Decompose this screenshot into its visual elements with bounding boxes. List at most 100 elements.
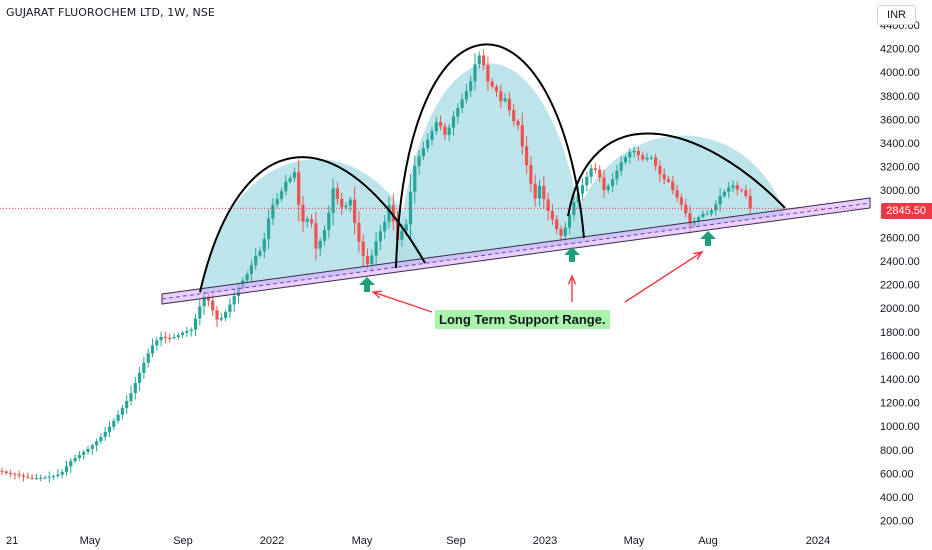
- candle-up: [39, 478, 43, 480]
- candle-down: [486, 65, 490, 82]
- time-axis[interactable]: 21 May Sep 2022 May Sep 2023 May Aug 2024: [6, 535, 830, 547]
- candle-up: [387, 205, 391, 222]
- candle-down: [559, 229, 563, 236]
- x-tick-label: Sep: [446, 535, 466, 547]
- candle-down: [666, 179, 671, 182]
- candle-up: [224, 311, 228, 318]
- candle-down: [357, 222, 361, 242]
- candle-down: [163, 336, 167, 339]
- candle-up: [112, 420, 116, 427]
- x-tick-label: Aug: [698, 535, 718, 547]
- candle-up: [632, 150, 636, 153]
- candle-up: [245, 274, 249, 281]
- candle-up: [228, 304, 232, 312]
- candle-up: [731, 185, 735, 188]
- support-marker-3: [700, 231, 716, 246]
- candle-up: [383, 221, 387, 232]
- candle-down: [391, 205, 395, 222]
- currency-button[interactable]: INR: [877, 5, 916, 25]
- candle-up: [258, 251, 262, 256]
- candle-up: [176, 335, 180, 338]
- candle-up: [348, 199, 352, 206]
- candle-down: [525, 146, 529, 166]
- candle-up: [718, 196, 722, 205]
- candle-down: [340, 198, 344, 208]
- arrow-left: [372, 291, 433, 313]
- candle-up: [120, 408, 124, 415]
- candle-down: [641, 155, 645, 160]
- candle-up: [585, 176, 589, 186]
- price-axis[interactable]: 4400.004200.004000.003800.003600.003400.…: [880, 20, 920, 528]
- candle-down: [662, 174, 666, 180]
- candle-down: [439, 122, 443, 127]
- candle-down: [516, 121, 520, 126]
- candle-up: [400, 231, 404, 240]
- candle-down: [361, 241, 365, 256]
- y-tick-label: 400.00: [880, 492, 914, 504]
- candle-up: [563, 227, 567, 236]
- y-tick-label: 800.00: [880, 445, 914, 457]
- candle-up: [623, 157, 628, 163]
- candle-up: [649, 157, 653, 159]
- candle-down: [555, 219, 559, 230]
- candle-up: [275, 198, 279, 205]
- candle-down: [490, 81, 494, 87]
- candle-up: [193, 318, 198, 330]
- y-tick-label: 1200.00: [880, 398, 920, 410]
- candle-up: [305, 219, 309, 222]
- left-shoulder-outline: [199, 156, 426, 293]
- y-tick-label: 3600.00: [880, 114, 920, 126]
- candle-up: [86, 448, 90, 452]
- x-tick-label: May: [80, 535, 101, 547]
- candle-down: [494, 86, 499, 92]
- y-tick-label: 2200.00: [880, 280, 920, 292]
- support-marker-2: [564, 247, 580, 262]
- candle-down: [499, 91, 503, 102]
- x-tick-label: 21: [6, 535, 18, 547]
- support-marker-1: [359, 277, 375, 292]
- candle-up: [611, 179, 615, 186]
- candle-up: [537, 185, 542, 199]
- candle-up: [589, 168, 593, 177]
- candle-down: [679, 197, 683, 205]
- candle-up: [73, 457, 77, 462]
- candle-down: [550, 210, 554, 220]
- candle-down: [675, 190, 679, 198]
- candle-up: [580, 185, 585, 194]
- candle-up: [447, 127, 451, 135]
- chart-title: GUJARAT FLUOROCHEM LTD, 1W, NSE: [6, 6, 215, 19]
- candle-up: [155, 340, 159, 346]
- candle-up: [43, 477, 47, 479]
- x-tick-label: May: [352, 535, 373, 547]
- y-tick-label: 4200.00: [880, 44, 920, 56]
- right-shoulder-outline: [567, 132, 786, 217]
- candle-down: [13, 473, 17, 475]
- arrow-right: [624, 251, 703, 303]
- candle-up: [116, 414, 120, 421]
- candle-up: [172, 337, 176, 339]
- candle-down: [211, 300, 215, 311]
- candle-up: [90, 445, 94, 449]
- candle-down: [314, 223, 318, 249]
- candle-up: [125, 400, 129, 409]
- candle-up: [267, 218, 271, 240]
- candle-up: [64, 466, 69, 472]
- candle-up: [34, 478, 38, 480]
- y-tick-label: 1600.00: [880, 350, 920, 362]
- candle-up: [503, 98, 507, 102]
- candle-down: [542, 185, 546, 200]
- candle-down: [310, 219, 314, 224]
- y-tick-label: 3200.00: [880, 162, 920, 174]
- candle-up: [714, 204, 718, 211]
- candle-down: [9, 472, 13, 474]
- candle-down: [748, 195, 752, 209]
- candle-down: [593, 168, 597, 170]
- candle-up: [202, 296, 206, 307]
- candle-up: [52, 476, 56, 478]
- support-midline: [161, 202, 871, 300]
- candle-up: [374, 241, 378, 256]
- candle-down: [658, 165, 662, 175]
- candle-up: [705, 213, 709, 215]
- head-outline: [395, 43, 585, 269]
